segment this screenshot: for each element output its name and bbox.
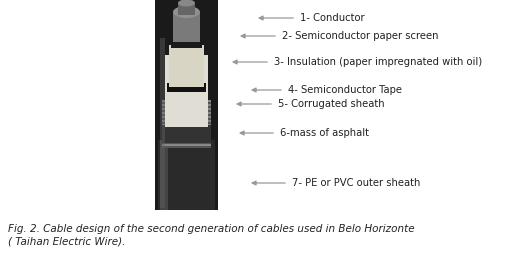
Bar	[158, 140, 215, 210]
Bar	[162, 110, 211, 112]
Bar	[162, 124, 211, 126]
Bar	[162, 126, 211, 128]
Ellipse shape	[180, 9, 194, 15]
Text: 2- Semiconductor paper screen: 2- Semiconductor paper screen	[282, 31, 438, 41]
Bar	[162, 114, 211, 116]
Bar	[160, 140, 168, 210]
Bar	[178, 3, 195, 15]
Bar	[173, 12, 200, 42]
Bar	[162, 136, 211, 138]
Bar	[162, 134, 211, 136]
Bar	[162, 120, 211, 122]
Bar	[155, 0, 218, 210]
Text: 7- PE or PVC outer sheath: 7- PE or PVC outer sheath	[292, 178, 420, 188]
Bar	[162, 144, 211, 146]
Text: Fig. 2. Cable design of the second generation of cables used in Belo Horizonte: Fig. 2. Cable design of the second gener…	[8, 224, 414, 234]
Bar	[160, 38, 165, 208]
Bar	[162, 132, 211, 134]
Bar	[162, 125, 211, 143]
Bar	[162, 146, 211, 148]
Bar	[162, 142, 211, 144]
Text: 1- Conductor: 1- Conductor	[300, 13, 365, 23]
Bar	[165, 55, 208, 127]
Bar	[155, 0, 218, 210]
Bar	[162, 116, 211, 118]
Bar	[162, 108, 211, 110]
Bar	[171, 38, 202, 48]
Bar	[162, 140, 211, 142]
Bar	[162, 118, 211, 120]
Bar	[169, 45, 204, 87]
Text: 3- Insulation (paper impregnated with oil): 3- Insulation (paper impregnated with oi…	[274, 57, 482, 67]
Bar	[162, 100, 211, 102]
Bar	[162, 112, 211, 114]
Bar	[162, 138, 211, 140]
Text: 5- Corrugated sheath: 5- Corrugated sheath	[278, 99, 385, 109]
Bar	[162, 104, 211, 106]
Bar	[162, 128, 211, 130]
Bar	[162, 130, 211, 132]
Ellipse shape	[178, 0, 195, 6]
Bar	[162, 122, 211, 124]
Ellipse shape	[173, 6, 200, 18]
Bar	[162, 102, 211, 104]
Bar	[162, 106, 211, 108]
Text: 6-mass of asphalt: 6-mass of asphalt	[280, 128, 369, 138]
Text: 4- Semiconductor Tape: 4- Semiconductor Tape	[288, 85, 402, 95]
Text: ( Taihan Electric Wire).: ( Taihan Electric Wire).	[8, 237, 125, 247]
Bar	[167, 83, 206, 92]
